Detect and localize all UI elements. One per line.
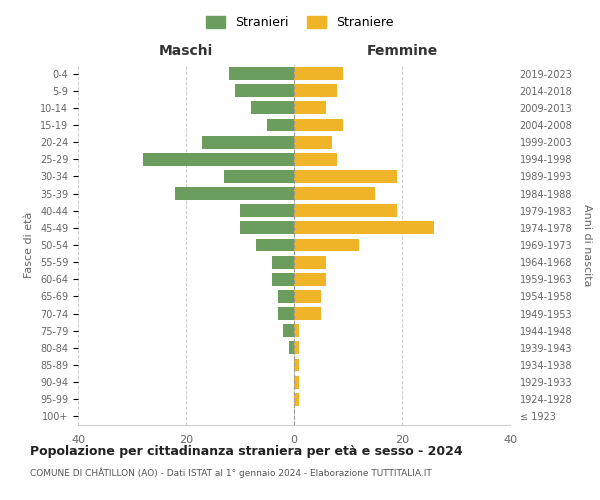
Bar <box>294 307 321 320</box>
Bar <box>294 84 337 97</box>
Y-axis label: Anni di nascita: Anni di nascita <box>582 204 592 286</box>
Bar <box>235 84 294 97</box>
Bar <box>272 256 294 268</box>
Bar <box>272 273 294 285</box>
Bar <box>294 67 343 80</box>
Bar <box>267 118 294 132</box>
Bar <box>224 170 294 183</box>
Bar <box>294 222 434 234</box>
Bar <box>143 153 294 166</box>
Bar <box>294 358 299 372</box>
Bar <box>278 307 294 320</box>
Bar <box>283 324 294 337</box>
Bar <box>240 222 294 234</box>
Bar <box>294 376 299 388</box>
Bar <box>294 290 321 303</box>
Bar <box>251 102 294 114</box>
Bar <box>256 238 294 252</box>
Bar <box>294 342 299 354</box>
Bar <box>229 67 294 80</box>
Text: Maschi: Maschi <box>159 44 213 58</box>
Bar <box>294 238 359 252</box>
Bar <box>294 153 337 166</box>
Y-axis label: Fasce di età: Fasce di età <box>25 212 34 278</box>
Bar <box>240 204 294 217</box>
Bar <box>294 136 332 148</box>
Text: Popolazione per cittadinanza straniera per età e sesso - 2024: Popolazione per cittadinanza straniera p… <box>30 445 463 458</box>
Bar <box>278 290 294 303</box>
Bar <box>294 324 299 337</box>
Legend: Stranieri, Straniere: Stranieri, Straniere <box>202 11 398 34</box>
Bar <box>289 342 294 354</box>
Text: Femmine: Femmine <box>367 44 437 58</box>
Bar <box>294 170 397 183</box>
Bar <box>294 118 343 132</box>
Bar <box>294 187 375 200</box>
Bar <box>202 136 294 148</box>
Bar <box>294 256 326 268</box>
Bar <box>294 204 397 217</box>
Bar <box>294 102 326 114</box>
Bar <box>294 393 299 406</box>
Bar <box>175 187 294 200</box>
Bar <box>294 273 326 285</box>
Text: COMUNE DI CHÂTILLON (AO) - Dati ISTAT al 1° gennaio 2024 - Elaborazione TUTTITAL: COMUNE DI CHÂTILLON (AO) - Dati ISTAT al… <box>30 468 432 478</box>
